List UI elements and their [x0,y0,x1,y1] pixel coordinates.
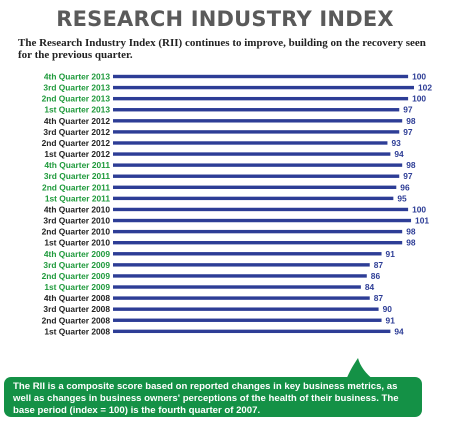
category-label: 1st Quarter 2009 [44,282,110,292]
category-label: 2nd Quarter 2010 [42,227,111,237]
category-label: 3rd Quarter 2008 [43,304,110,314]
category-label: 1st Quarter 2011 [45,193,111,203]
bar [113,274,367,278]
bar [113,296,370,300]
value-label: 98 [406,227,416,237]
value-label: 95 [397,193,407,203]
value-labels: 1001021009798979394989796951001019898918… [365,72,432,337]
category-label: 4th Quarter 2010 [44,204,110,214]
chart-subtitle: The Research Industry Index (RII) contin… [18,37,426,61]
bar [113,307,379,311]
bar [113,252,382,256]
category-label: 3rd Quarter 2011 [44,171,110,181]
footnote-callout: The RII is a composite score based on re… [4,377,422,417]
category-label: 3rd Quarter 2010 [43,216,110,226]
bar [113,141,388,145]
category-label: 4th Quarter 2009 [44,249,110,259]
bar [113,108,400,112]
category-label: 4th Quarter 2011 [44,160,110,170]
value-label: 87 [374,260,384,270]
category-label: 1st Quarter 2013 [44,105,110,115]
bar [113,119,403,123]
bar [113,196,394,201]
category-label: 4th Quarter 2013 [44,72,110,82]
category-label: 1st Quarter 2008 [44,326,110,336]
bar [113,329,391,334]
category-label: 1st Quarter 2010 [44,238,110,248]
category-label: 2nd Quarter 2012 [42,138,111,148]
bar [113,285,361,289]
value-label: 102 [418,83,432,93]
bar [113,130,400,134]
chart-title: RESEARCH INDUSTRY INDEX [56,7,394,31]
bar [113,174,400,178]
bars [113,74,414,334]
bar [113,74,409,79]
value-label: 100 [412,94,426,104]
value-label: 94 [394,149,404,159]
bar [113,218,412,223]
category-label: 2nd Quarter 2008 [42,315,111,325]
value-label: 96 [400,182,410,192]
value-label: 98 [406,160,416,170]
callout-tail [346,358,374,380]
bar [113,229,403,234]
category-label: 2nd Quarter 2011 [42,182,110,192]
value-label: 100 [412,204,426,214]
bar [113,241,403,245]
value-label: 98 [406,238,416,248]
value-label: 97 [403,105,413,115]
category-label: 1st Quarter 2012 [44,149,110,159]
bar [113,318,382,322]
value-label: 100 [412,72,426,82]
value-label: 97 [403,127,413,137]
value-label: 84 [365,282,375,292]
value-label: 87 [374,293,384,303]
value-label: 86 [371,271,381,281]
value-label: 97 [403,171,413,181]
category-label: 3rd Quarter 2013 [43,83,110,93]
category-label: 4th Quarter 2008 [44,293,110,303]
bar [113,152,391,156]
category-label: 2nd Quarter 2009 [42,271,111,281]
value-label: 101 [415,216,429,226]
bar [113,207,409,212]
category-label: 3rd Quarter 2012 [43,127,110,137]
value-label: 90 [383,304,393,314]
bar [113,85,414,90]
value-label: 91 [386,315,396,325]
category-label: 2nd Quarter 2013 [42,94,111,104]
bar [113,185,397,189]
value-label: 93 [391,138,401,148]
value-label: 91 [386,249,396,259]
value-label: 94 [394,326,404,336]
bar [113,163,403,167]
category-label: 3rd Quarter 2009 [43,260,110,270]
category-label: 4th Quarter 2012 [44,116,110,126]
bar [113,96,409,101]
value-label: 98 [406,116,416,126]
bar [113,263,370,267]
